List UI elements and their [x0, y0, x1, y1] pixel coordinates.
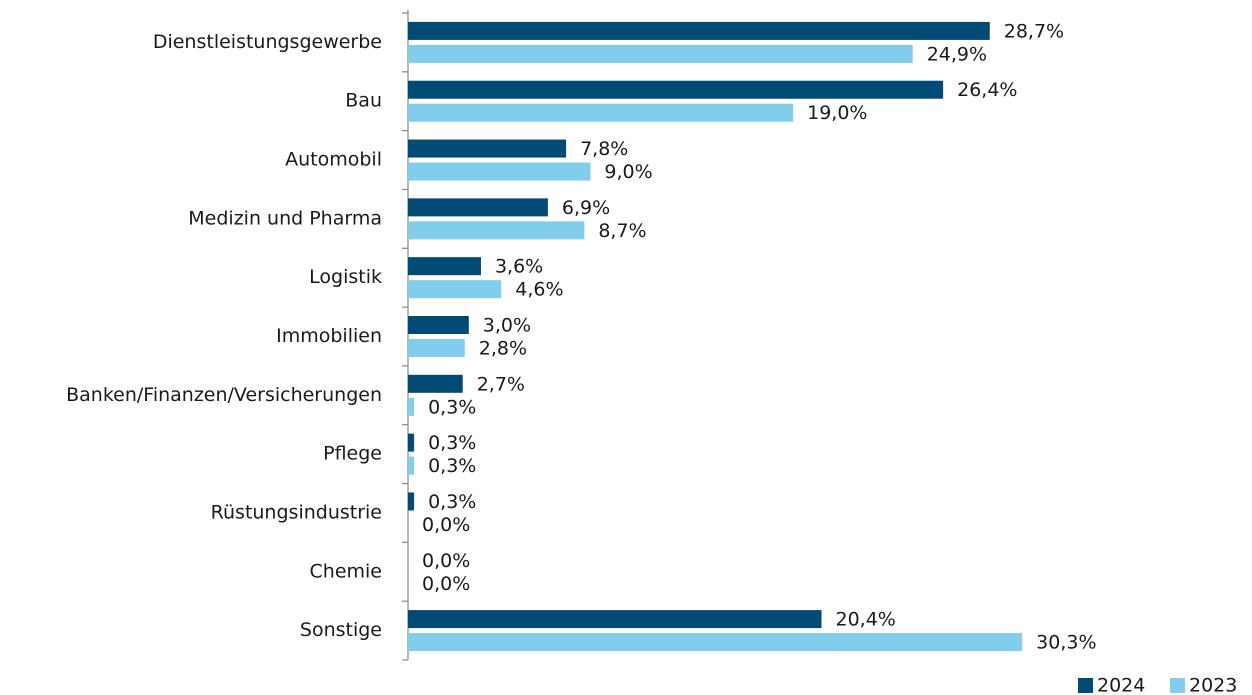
- value-label: 8,7%: [598, 220, 646, 242]
- value-label: 30,3%: [1036, 632, 1096, 654]
- value-label: 26,4%: [957, 79, 1017, 101]
- legend-label: 2023: [1189, 675, 1237, 695]
- category-label: Dienstleistungsgewerbe: [153, 31, 382, 53]
- value-label: 0,3%: [428, 396, 476, 418]
- category-label: Chemie: [310, 560, 382, 582]
- value-label: 0,0%: [422, 514, 470, 536]
- value-label: 0,3%: [428, 432, 476, 454]
- value-label: 0,0%: [422, 573, 470, 595]
- category-label: Immobilien: [276, 325, 382, 347]
- bar: [408, 339, 465, 357]
- category-label: Banken/Finanzen/Versicherungen: [66, 384, 382, 406]
- category-label: Logistik: [309, 266, 382, 288]
- legend-swatch: [1170, 678, 1185, 693]
- bar: [408, 280, 502, 299]
- category-label: Bau: [345, 90, 382, 112]
- bar: [408, 139, 567, 158]
- bar: [408, 633, 1023, 652]
- bar: [408, 44, 913, 63]
- bar: [408, 374, 463, 393]
- category-label: Rüstungsindustrie: [211, 501, 382, 523]
- category-label: Medizin und Pharma: [188, 207, 382, 229]
- value-label: 3,0%: [483, 315, 531, 337]
- value-label: 0,3%: [428, 491, 476, 513]
- value-label: 20,4%: [836, 609, 896, 631]
- category-label: Sonstige: [300, 619, 382, 641]
- category-label: Pflege: [323, 443, 382, 465]
- bar: [408, 610, 822, 629]
- bar: [408, 80, 944, 99]
- bar: [408, 257, 481, 276]
- value-label: 6,9%: [562, 197, 610, 219]
- value-label: 19,0%: [807, 102, 867, 124]
- bar: [408, 198, 548, 217]
- bar: [408, 397, 415, 416]
- category-label: Automobil: [285, 149, 382, 171]
- value-label: 28,7%: [1004, 20, 1064, 42]
- value-label: 24,9%: [927, 43, 987, 65]
- bar: [408, 21, 990, 40]
- bar: [408, 162, 591, 181]
- bar: [408, 492, 415, 511]
- value-label: 0,3%: [428, 455, 476, 477]
- legend-label: 2024: [1097, 675, 1145, 695]
- value-label: 7,8%: [580, 138, 628, 160]
- value-label: 2,8%: [479, 338, 527, 360]
- value-label: 9,0%: [604, 161, 652, 183]
- bar: [408, 456, 415, 475]
- value-label: 0,0%: [422, 550, 470, 572]
- value-label: 4,6%: [515, 279, 563, 301]
- bar: [408, 316, 469, 334]
- value-label: 3,6%: [495, 256, 543, 278]
- bar: [408, 103, 794, 122]
- value-label: 2,7%: [477, 373, 525, 395]
- legend-swatch: [1078, 678, 1093, 693]
- bar: [408, 221, 585, 240]
- bar: [408, 433, 415, 452]
